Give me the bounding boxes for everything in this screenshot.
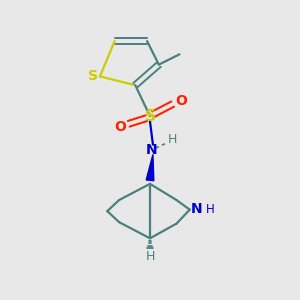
Text: N: N bbox=[190, 202, 202, 216]
Text: O: O bbox=[175, 94, 187, 107]
Text: H: H bbox=[206, 202, 215, 215]
Text: S: S bbox=[145, 109, 155, 124]
Text: S: S bbox=[88, 69, 98, 83]
Text: H: H bbox=[145, 250, 155, 262]
Polygon shape bbox=[146, 154, 154, 181]
Text: H: H bbox=[167, 133, 177, 146]
Text: O: O bbox=[115, 120, 127, 134]
Text: N: N bbox=[146, 143, 157, 157]
